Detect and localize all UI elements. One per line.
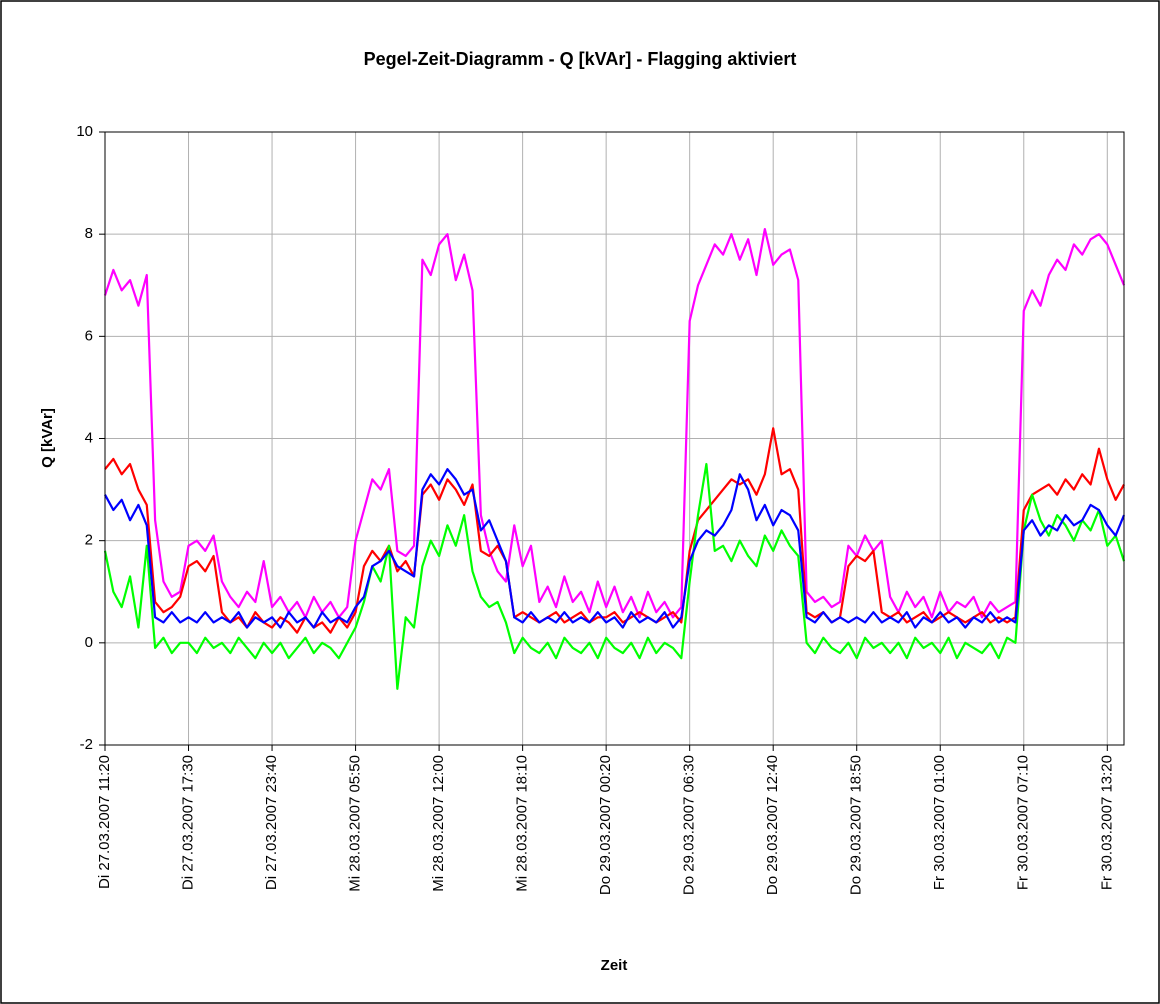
x-axis-label: Zeit <box>601 957 628 974</box>
series-line <box>103 227 1126 619</box>
series-line <box>103 462 1126 690</box>
series-line <box>104 427 1125 634</box>
x-tick-label: Do 29.03.2007 12:40 <box>764 755 781 895</box>
series-line <box>104 468 1126 629</box>
y-tick-label: -2 <box>80 736 93 753</box>
x-tick-label: Di 27.03.2007 17:30 <box>179 755 196 890</box>
y-tick-label: 2 <box>85 532 93 549</box>
x-tick-label: Di 27.03.2007 23:40 <box>263 755 280 890</box>
x-tick-label: Mi 28.03.2007 12:00 <box>430 755 447 892</box>
y-tick-label: 6 <box>85 327 93 344</box>
plot-border <box>104 131 1125 746</box>
y-tick-label: 0 <box>85 634 93 651</box>
x-tick-label: Fr 30.03.2007 01:00 <box>931 755 948 890</box>
y-tick-label: 8 <box>85 225 93 242</box>
x-tick-label: Do 29.03.2007 00:20 <box>597 755 614 895</box>
x-tick-label: Fr 30.03.2007 13:20 <box>1098 755 1115 890</box>
x-tick-label: Mi 28.03.2007 18:10 <box>514 755 531 892</box>
x-tick-label: Do 29.03.2007 18:50 <box>848 755 865 895</box>
y-tick-label: 4 <box>85 429 93 446</box>
x-tick-label: Do 29.03.2007 06:30 <box>681 755 698 895</box>
x-tick-label: Fr 30.03.2007 07:10 <box>1015 755 1032 890</box>
chart-title: Pegel-Zeit-Diagramm - Q [kVAr] - Flaggin… <box>364 49 797 69</box>
y-tick-label: 10 <box>76 123 93 140</box>
x-tick-label: Di 27.03.2007 11:20 <box>96 755 113 889</box>
x-tick-label: Mi 28.03.2007 05:50 <box>347 755 364 892</box>
y-axis-label: Q [kVAr] <box>39 408 56 468</box>
